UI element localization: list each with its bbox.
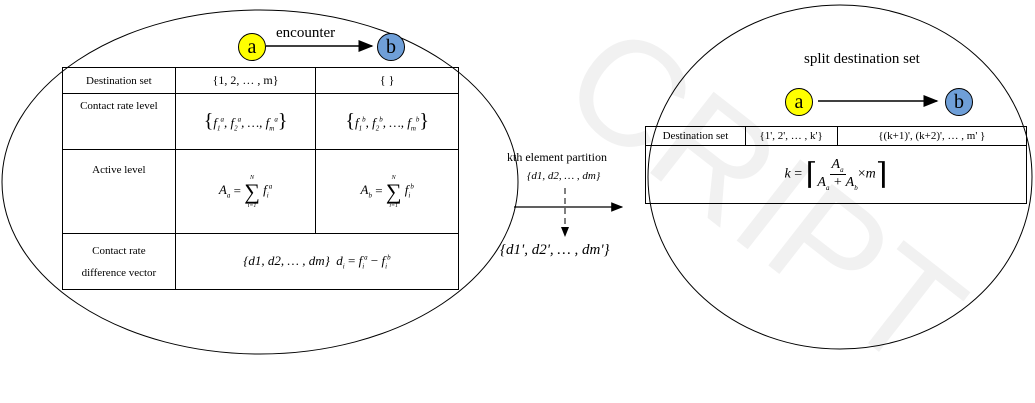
row-contact-rate-label: Contact rate level (62, 93, 176, 150)
row-contact-rate-b: {f1b, f2b, …, fmb} (315, 93, 459, 150)
partition-label: kth element partition (507, 150, 607, 164)
row-destination-a: {1, 2, … , m} (174, 67, 317, 94)
split-title: split destination set (804, 51, 920, 67)
diagram-lines (1, 4, 1033, 355)
row-active-b: Ab = N ∑ i=1 fib (315, 149, 459, 234)
row-active-a: Aa = N ∑ i=1 fia (174, 149, 317, 234)
row-difference-value: {d1, d2, … , dm} di = fia − fib (174, 233, 460, 290)
node-b-left: b (377, 33, 405, 61)
row-destination-b: { } (315, 67, 459, 94)
left-table: Destination set {1, 2, … , m} { } Contac… (62, 67, 460, 290)
row-difference-label: Contact rate difference vector (62, 233, 176, 290)
right-destination-b: {(k+1)', (k+2)', … , m' } (836, 126, 1028, 146)
right-k-formula: k = ⌈ Aa Aa + Ab ×m⌉ (645, 145, 1027, 204)
node-a-left: a (238, 33, 266, 61)
right-destination-a: {1', 2', … , k'} (744, 126, 838, 146)
row-destination-label: Destination set (62, 67, 176, 94)
row-active-label: Active level (62, 149, 176, 234)
partition-set: {d1, d2, … , dm} (527, 170, 601, 182)
partition-result-set: {d1', d2', … , dm'} (500, 242, 610, 258)
row-contact-rate-a: {f1a, f2a, …, fma} (174, 93, 317, 150)
left-ellipse (1, 9, 519, 355)
right-table: Destination set {1', 2', … , k'} {(k+1)'… (645, 126, 1028, 204)
encounter-label: encounter (276, 25, 336, 41)
node-a-right: a (785, 88, 813, 116)
node-b-right: b (945, 88, 973, 116)
right-destination-label: Destination set (645, 126, 746, 146)
